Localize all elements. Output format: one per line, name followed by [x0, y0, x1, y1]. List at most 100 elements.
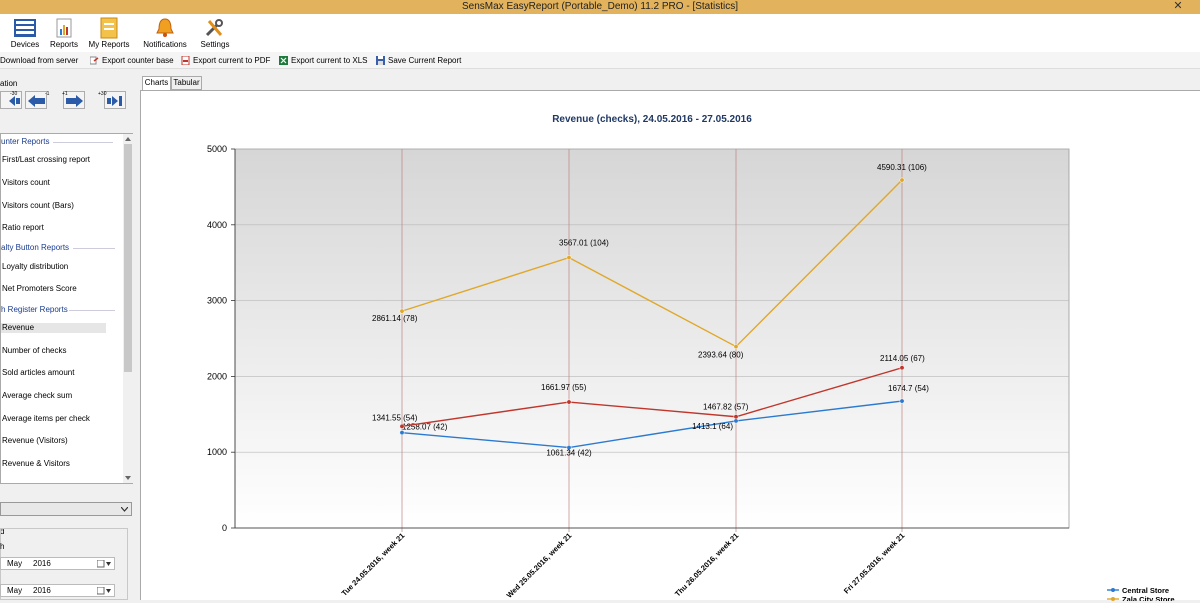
y-tick-label: 1000: [207, 447, 227, 457]
period-label: d: [0, 527, 5, 536]
export-icon: [90, 56, 99, 64]
ribbon: Devices Reports My Reports Notifications…: [0, 14, 1200, 52]
section-divider: [73, 248, 115, 249]
reports-button[interactable]: Reports: [47, 17, 81, 52]
date-from-picker[interactable]: May 2016: [0, 557, 115, 570]
jump-back-icon: [9, 96, 20, 106]
data-label: 4590.31 (106): [877, 163, 927, 172]
forward-1-button[interactable]: +1: [62, 91, 85, 109]
date-to-picker[interactable]: May 2016: [0, 584, 115, 597]
revenue-chart: Revenue (checks), 24.05.2016 - 27.05.201…: [207, 114, 1175, 603]
notifications-icon: [156, 18, 174, 37]
data-point: [733, 418, 739, 424]
export-xls-label: Export current to XLS: [291, 55, 368, 65]
from-year: 2016: [33, 559, 51, 568]
scroll-down-icon[interactable]: [125, 476, 131, 481]
scroll-up-icon[interactable]: [125, 136, 131, 141]
report-item-loyalty-distribution[interactable]: Loyalty distribution: [2, 262, 69, 271]
export-xls-button[interactable]: Export current to XLS: [279, 54, 367, 66]
arrow-right-icon: [66, 95, 83, 107]
report-item-revenue[interactable]: Revenue: [2, 323, 35, 332]
report-item-number-of-checks[interactable]: Number of checks: [2, 346, 67, 355]
export-pdf-button[interactable]: Export current to PDF: [181, 54, 270, 66]
y-tick-label: 4000: [207, 220, 227, 230]
chevron-down-icon: [121, 507, 128, 512]
settings-icon: [205, 19, 223, 37]
jump-forward-30-label: +30: [98, 91, 107, 97]
data-point: [566, 255, 572, 261]
data-label: 1413.1 (64): [692, 422, 733, 431]
my-reports-icon: [100, 17, 118, 39]
jump-forward-icon: [107, 96, 122, 106]
series-line-1: [401, 400, 903, 449]
report-item-visitors-count[interactable]: Visitors count: [2, 178, 50, 187]
chart-panel: Revenue (checks), 24.05.2016 - 27.05.201…: [140, 90, 1200, 603]
devices-label: Devices: [10, 40, 40, 49]
my-reports-button[interactable]: My Reports: [87, 17, 131, 52]
series-line-2: [401, 179, 903, 348]
notifications-button[interactable]: Notifications: [140, 17, 190, 52]
report-list-scroll-thumb[interactable]: [124, 144, 132, 372]
series-line-3: [401, 367, 903, 428]
calendar-dropdown-icon[interactable]: [97, 560, 112, 568]
store-select[interactable]: [0, 502, 132, 516]
export-counter-base-button[interactable]: Export counter base: [90, 54, 174, 66]
save-current-report-label: Save Current Report: [388, 55, 462, 65]
jump-back-30-label: -30: [10, 91, 18, 97]
data-point: [733, 414, 739, 420]
data-point: [899, 398, 905, 404]
data-label: 2861.14 (78): [372, 314, 418, 323]
devices-icon: [14, 19, 36, 37]
from-month: May: [7, 559, 23, 568]
save-current-report-button[interactable]: Save Current Report: [376, 54, 461, 66]
report-item-net-promoters[interactable]: Net Promoters Score: [2, 284, 77, 293]
settings-button[interactable]: Settings: [198, 17, 232, 52]
section-loyalty-button-reports: alty Button Reports: [1, 243, 70, 252]
report-item-average-check-sum[interactable]: Average check sum: [2, 391, 73, 400]
legend-marker: [1111, 588, 1115, 592]
to-year: 2016: [33, 586, 51, 595]
calendar-dropdown-icon[interactable]: [97, 587, 112, 595]
report-item-revenue-and-visitors[interactable]: Revenue & Visitors: [2, 459, 70, 468]
legend-label: Central Store: [1122, 586, 1169, 595]
report-item-first-last-crossing[interactable]: First/Last crossing report: [2, 155, 91, 164]
report-item-revenue-visitors[interactable]: Revenue (Visitors): [2, 436, 68, 445]
tab-charts[interactable]: Charts: [142, 76, 171, 91]
save-icon: [376, 55, 385, 65]
xls-icon: [279, 55, 288, 65]
data-label: 1341.55 (54): [372, 413, 418, 422]
tab-tabular[interactable]: Tabular: [171, 76, 202, 90]
legend-label: Zala City Store: [1122, 595, 1175, 601]
close-button[interactable]: ✕: [1173, 0, 1183, 12]
jump-back-30-button[interactable]: -30: [0, 91, 22, 109]
data-label: 2114.05 (67): [880, 354, 925, 363]
y-tick-label: 5000: [207, 144, 227, 154]
download-from-server-button[interactable]: Download from server: [0, 54, 78, 66]
data-point: [399, 423, 405, 429]
section-divider: [53, 142, 113, 143]
report-item-ratio[interactable]: Ratio report: [2, 223, 44, 232]
notifications-label: Notifications: [143, 40, 187, 49]
section-divider: [69, 310, 115, 311]
forward-1-label: +1: [62, 91, 68, 97]
report-item-visitors-count-bars[interactable]: Visitors count (Bars): [2, 201, 74, 210]
export-counter-base-label: Export counter base: [102, 55, 174, 65]
section-counter-reports: unter Reports: [1, 137, 50, 146]
report-item-average-items[interactable]: Average items per check: [2, 414, 90, 423]
devices-button[interactable]: Devices: [6, 17, 44, 52]
report-item-sold-articles[interactable]: Sold articles amount: [2, 368, 75, 377]
data-point: [566, 399, 572, 405]
x-tick-label: Tue 24.05.2016, week 21: [340, 531, 407, 598]
x-tick-label: Thu 26.05.2016, week 21: [673, 531, 740, 598]
title-bar: SensMax EasyReport (Portable_Demo) 11.2 …: [0, 0, 1200, 14]
reports-icon: [56, 18, 72, 38]
download-label: Download from server: [0, 55, 79, 65]
jump-forward-30-button[interactable]: +30: [98, 91, 126, 109]
data-label: 1467.82 (57): [703, 403, 749, 412]
x-tick-label: Fri 27.05.2016, week 21: [842, 531, 906, 595]
back-1-button[interactable]: -1: [25, 91, 49, 109]
arrow-left-icon: [28, 95, 45, 107]
data-point: [566, 445, 572, 451]
data-label: 1061.34 (42): [546, 449, 592, 458]
y-tick-label: 3000: [207, 296, 227, 306]
